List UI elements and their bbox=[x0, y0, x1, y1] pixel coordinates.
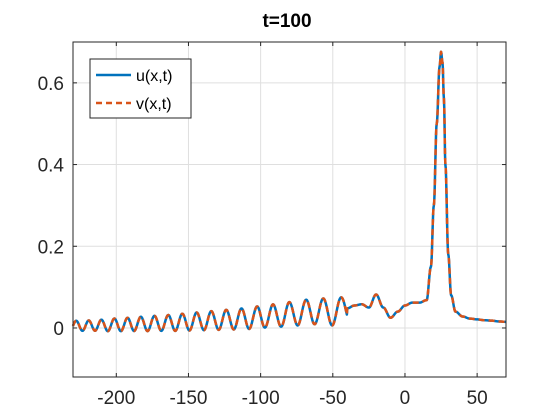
x-tick-label: -150 bbox=[169, 388, 207, 409]
axis-ticks: -200 -150 -100 -50 0 50 0 0.2 0.4 0.6 bbox=[38, 42, 506, 409]
axes-box bbox=[72, 41, 507, 378]
legend-label-u: u(x,t) bbox=[136, 68, 172, 85]
x-tick-label: 50 bbox=[467, 388, 488, 409]
y-tick-label: 0 bbox=[53, 319, 64, 340]
y-tick-label: 0.4 bbox=[38, 156, 65, 177]
series-lines bbox=[71, 50, 507, 333]
x-tick-label: 0 bbox=[400, 388, 411, 409]
legend: u(x,t) v(x,t) bbox=[89, 58, 192, 119]
x-tick-label: -50 bbox=[319, 388, 346, 409]
legend-label-v: v(x,t) bbox=[136, 96, 172, 113]
legend-box bbox=[89, 58, 192, 119]
y-tick-label: 0.2 bbox=[38, 237, 64, 258]
y-tick-label: 0.6 bbox=[38, 74, 64, 95]
chart-title: t=100 bbox=[262, 11, 311, 32]
x-tick-label: -200 bbox=[97, 388, 135, 409]
series-line-v bbox=[71, 50, 507, 333]
x-tick-label: -100 bbox=[242, 388, 280, 409]
